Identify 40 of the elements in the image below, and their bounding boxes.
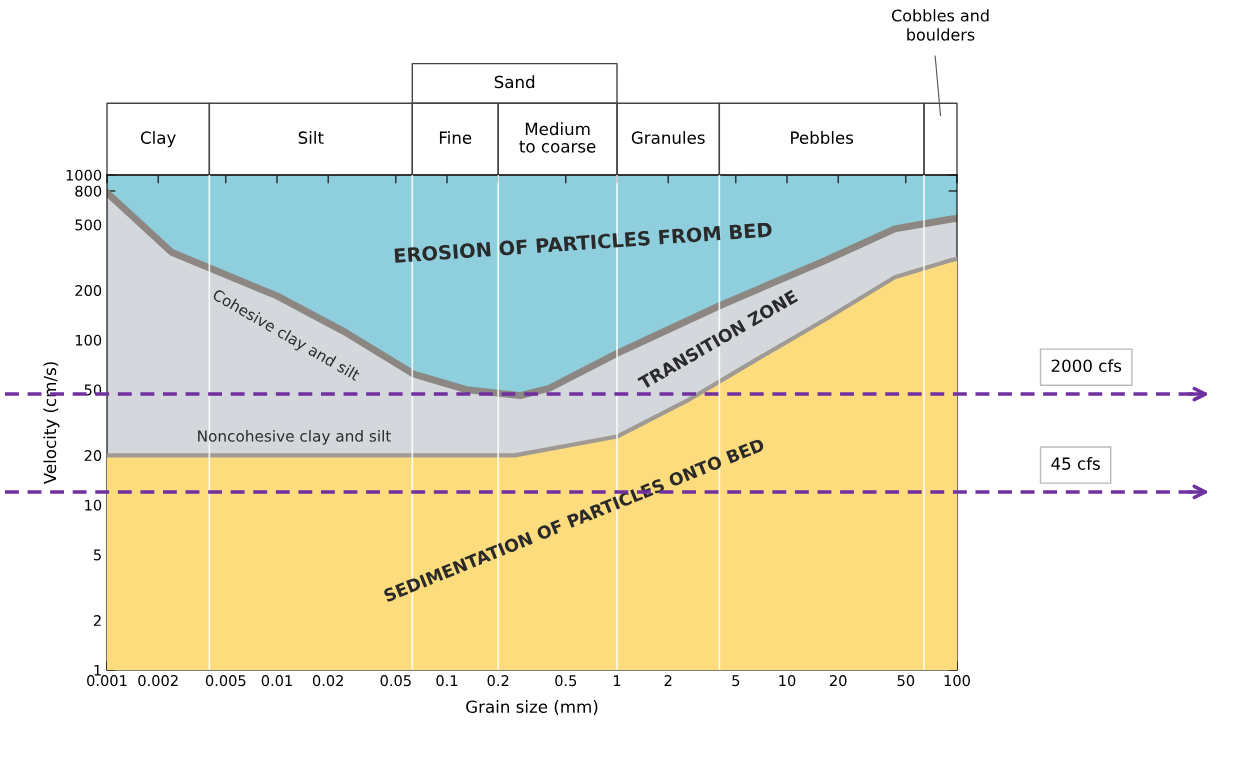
- x-tick-label: 10: [779, 675, 796, 687]
- ref-line-label: 2000 cfs: [1051, 359, 1122, 373]
- x-axis-title: Grain size (mm): [466, 700, 598, 715]
- ref-line-label: 45 cfs: [1051, 457, 1100, 470]
- text: Clay: [140, 131, 176, 148]
- x-tick-label: 1: [613, 675, 621, 686]
- x-tick-label: 0.01: [261, 675, 292, 687]
- x-tick-label: 100: [944, 675, 970, 687]
- x-tick-label: 0.02: [312, 675, 343, 687]
- text: Silt: [298, 131, 324, 144]
- x-tick-label: 0.2: [487, 675, 509, 687]
- x-tick-label: 5: [732, 675, 740, 687]
- y-tick-label: 800: [75, 185, 102, 197]
- text: Pebbles: [791, 131, 854, 144]
- text: Fine: [439, 131, 472, 144]
- y-tick-label: 20: [84, 450, 102, 462]
- text: Medium to coarse: [519, 122, 596, 153]
- y-tick-label: 500: [75, 219, 102, 231]
- x-tick-label: 0.001: [87, 675, 127, 687]
- x-tick-label: 2: [664, 675, 672, 686]
- x-tick-label: 0.5: [555, 675, 577, 687]
- y-tick-label: 5: [93, 549, 101, 561]
- y-tick-label: 100: [75, 334, 102, 346]
- x-tick-label: 20: [829, 675, 847, 687]
- y-axis-title: Velocity (cm/s): [43, 362, 60, 485]
- y-tick-label: 200: [75, 285, 102, 297]
- text: Granules: [631, 131, 705, 144]
- y-tick-label: 10: [85, 499, 102, 511]
- x-tick-label: 0.002: [138, 675, 178, 687]
- x-tick-label: 0.05: [380, 675, 411, 687]
- text: Cobbles and boulders: [891, 9, 989, 41]
- text: Sand: [494, 75, 535, 89]
- y-tick-label: 1000: [66, 169, 102, 181]
- x-tick-label: 50: [897, 675, 915, 687]
- y-tick-label: 2: [93, 615, 101, 626]
- x-tick-label: 0.005: [205, 675, 246, 687]
- y-tick-label: 1: [94, 664, 101, 676]
- band-label: EROSION OF PARTICLES FROM BED: [394, 222, 772, 264]
- annotation: Noncohesive clay and silt: [198, 429, 391, 445]
- x-tick-label: 0.1: [436, 675, 458, 687]
